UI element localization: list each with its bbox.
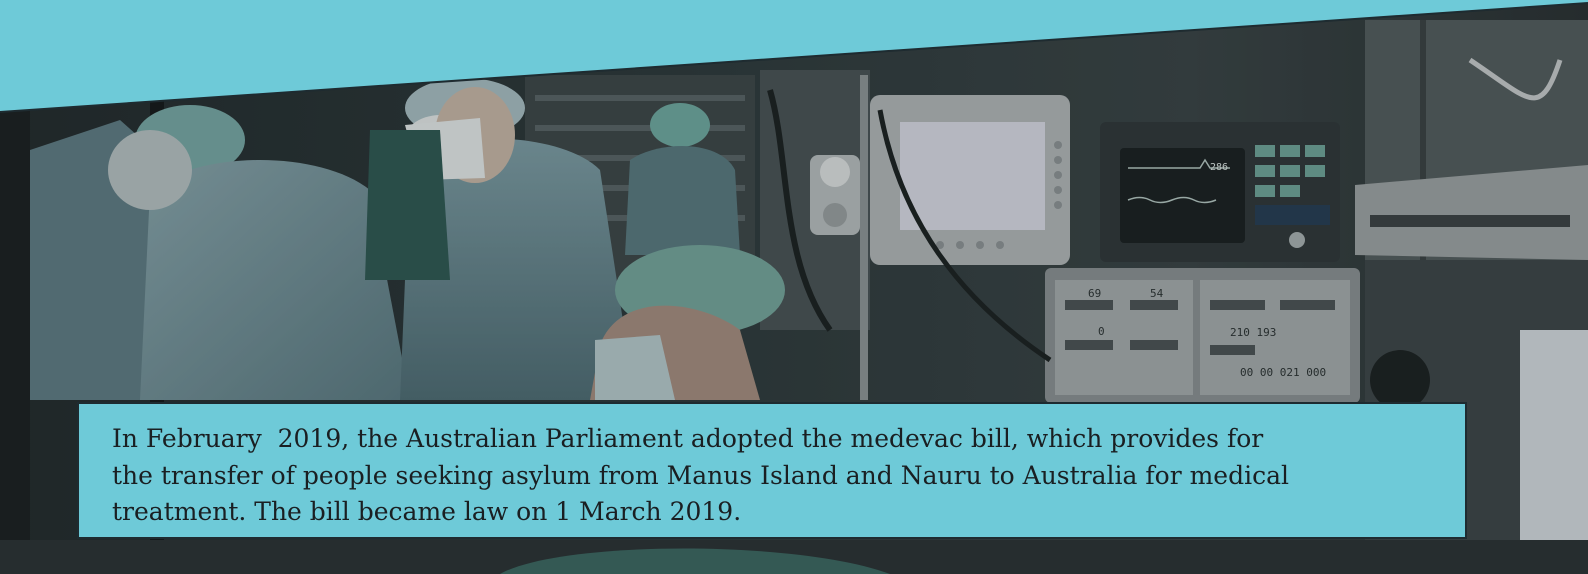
readout-69: 69 <box>1088 287 1101 300</box>
readout-286: 286 <box>1210 162 1228 173</box>
readout-0: 0 <box>1098 325 1105 338</box>
readout-00-00-021-000: 00 00 021 000 <box>1240 366 1326 379</box>
readout-210-193: 210 193 <box>1230 326 1276 339</box>
caption-text: In February 2019, the Australian Parliam… <box>112 424 1289 526</box>
caption-box: In February 2019, the Australian Parliam… <box>77 402 1467 539</box>
readout-54: 54 <box>1150 287 1164 300</box>
